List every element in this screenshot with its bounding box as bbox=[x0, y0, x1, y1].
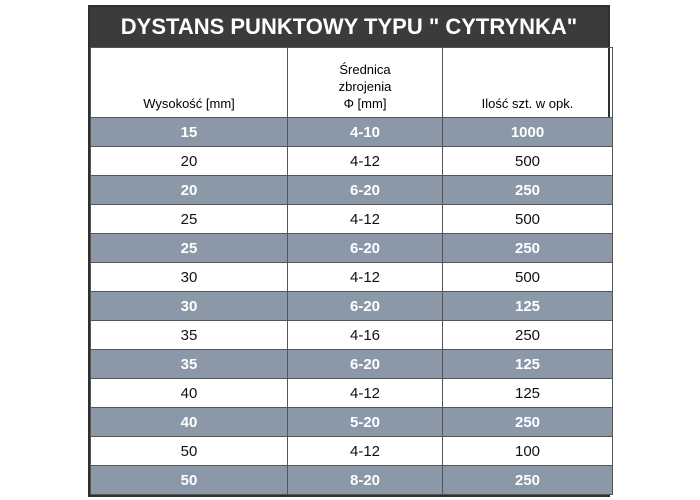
table-cell: 4-12 bbox=[287, 436, 443, 466]
header-line: Φ [mm] bbox=[343, 96, 387, 111]
table-cell: 4-12 bbox=[287, 262, 443, 292]
header-cell: Średnica zbrojenia Φ [mm] bbox=[287, 47, 443, 118]
table-container: DYSTANS PUNKTOWY TYPU " CYTRYNKA" Wysoko… bbox=[88, 5, 613, 497]
table-cell: 40 bbox=[90, 378, 288, 408]
table-row: 25 4-12 500 bbox=[90, 204, 613, 234]
table-cell: 250 bbox=[442, 465, 613, 495]
header-line: Ilość szt. w opk. bbox=[481, 96, 574, 111]
table-cell: 35 bbox=[90, 320, 288, 350]
header-line: Średnica bbox=[339, 62, 391, 77]
table-cell: 250 bbox=[442, 233, 613, 263]
table-row: 40 5-20 250 bbox=[90, 407, 613, 437]
table-cell: 250 bbox=[442, 320, 613, 350]
table-cell: 125 bbox=[442, 291, 613, 321]
table-cell: 250 bbox=[442, 407, 613, 437]
table-cell: 20 bbox=[90, 146, 288, 176]
table-cell: 500 bbox=[442, 262, 613, 292]
table-body: 15 4-10 1000 20 4-12 500 20 6-20 250 25 4-12 500 25 6… bbox=[90, 117, 613, 495]
table-cell: 1000 bbox=[442, 117, 613, 147]
table-cell: 6-20 bbox=[287, 233, 443, 263]
table-cell: 20 bbox=[90, 175, 288, 205]
header-line: zbrojenia bbox=[338, 79, 392, 94]
table-cell: 4-16 bbox=[287, 320, 443, 350]
table-cell: 250 bbox=[442, 175, 613, 205]
header-cell: Ilość szt. w opk. bbox=[442, 47, 613, 118]
table-cell: 8-20 bbox=[287, 465, 443, 495]
table-row: 40 4-12 125 bbox=[90, 378, 613, 408]
table-cell: 4-10 bbox=[287, 117, 443, 147]
table-row: 50 8-20 250 bbox=[90, 465, 613, 495]
table-row: 50 4-12 100 bbox=[90, 436, 613, 466]
table-cell: 500 bbox=[442, 146, 613, 176]
table-cell: 25 bbox=[90, 233, 288, 263]
table-cell: 4-12 bbox=[287, 378, 443, 408]
table-row: 20 6-20 250 bbox=[90, 175, 613, 205]
table-row: 35 6-20 125 bbox=[90, 349, 613, 379]
table-cell: 40 bbox=[90, 407, 288, 437]
header-cell: Wysokość [mm] bbox=[90, 47, 288, 118]
header-line: Wysokość [mm] bbox=[143, 96, 235, 111]
table-cell: 35 bbox=[90, 349, 288, 379]
table-row: 20 4-12 500 bbox=[90, 146, 613, 176]
table-cell: 4-12 bbox=[287, 204, 443, 234]
table-cell: 30 bbox=[90, 291, 288, 321]
table-cell: 125 bbox=[442, 349, 613, 379]
table-cell: 4-12 bbox=[287, 146, 443, 176]
table-cell: 50 bbox=[90, 465, 288, 495]
table-cell: 6-20 bbox=[287, 349, 443, 379]
table-title: DYSTANS PUNKTOWY TYPU " CYTRYNKA" bbox=[90, 7, 608, 47]
table: Wysokość [mm] Średnica zbrojenia Φ [mm] Iloś… bbox=[90, 47, 613, 495]
table-cell: 6-20 bbox=[287, 175, 443, 205]
table-row: 35 4-16 250 bbox=[90, 320, 613, 350]
table-row: 15 4-10 1000 bbox=[90, 117, 613, 147]
table-row: 30 6-20 125 bbox=[90, 291, 613, 321]
table-cell: 5-20 bbox=[287, 407, 443, 437]
header-row: Wysokość [mm] Średnica zbrojenia Φ [mm] Iloś… bbox=[90, 47, 613, 118]
table-cell: 25 bbox=[90, 204, 288, 234]
table-cell: 500 bbox=[442, 204, 613, 234]
table-cell: 125 bbox=[442, 378, 613, 408]
table-row: 25 6-20 250 bbox=[90, 233, 613, 263]
table-cell: 30 bbox=[90, 262, 288, 292]
table-cell: 50 bbox=[90, 436, 288, 466]
table-cell: 6-20 bbox=[287, 291, 443, 321]
table-row: 30 4-12 500 bbox=[90, 262, 613, 292]
table-cell: 100 bbox=[442, 436, 613, 466]
table-cell: 15 bbox=[90, 117, 288, 147]
